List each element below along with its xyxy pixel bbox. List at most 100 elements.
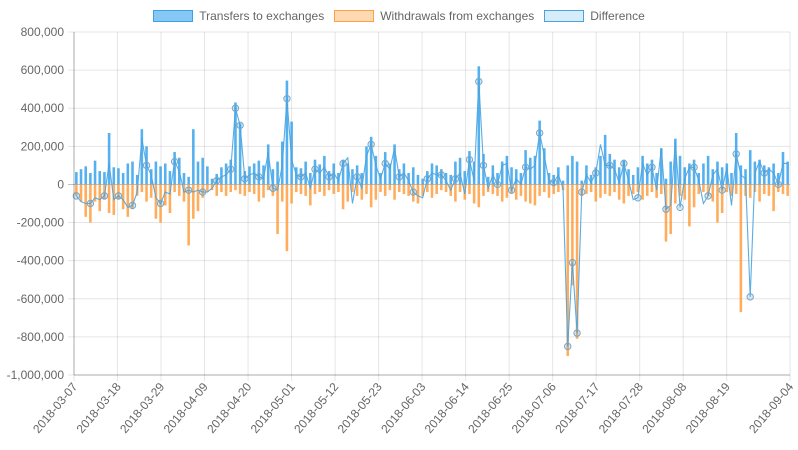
difference-point [578, 188, 586, 196]
bar-transfer [730, 173, 733, 185]
bar-transfer [608, 153, 612, 185]
bar-withdrawal [720, 184, 724, 214]
bar-withdrawal [435, 184, 438, 194]
difference-point [142, 161, 151, 170]
bar-withdrawal [777, 184, 780, 193]
bar-withdrawal [337, 184, 340, 193]
difference-point [227, 165, 235, 173]
bar-transfer [781, 152, 785, 185]
bar-withdrawal [285, 184, 289, 252]
difference-point [535, 129, 544, 137]
difference-point [325, 173, 333, 181]
difference-point [690, 163, 698, 171]
bar-withdrawal [650, 184, 654, 193]
legend-item-transfers[interactable]: Transfers to exchanges [153, 6, 324, 26]
bar-transfer [444, 173, 448, 185]
difference-point [231, 104, 240, 112]
bars-layer [75, 66, 789, 356]
legend-swatch-difference [544, 10, 585, 22]
bar-withdrawal [295, 184, 298, 193]
line-layer [72, 77, 788, 351]
bar-withdrawal [309, 184, 312, 206]
bar-withdrawal [599, 184, 602, 198]
difference-point [507, 186, 516, 194]
bar-withdrawal [206, 184, 209, 193]
bar-withdrawal [524, 184, 527, 202]
bar-transfer [276, 161, 279, 185]
bar-withdrawal [702, 184, 705, 193]
bar-transfer [224, 163, 228, 185]
bar-transfer [93, 160, 97, 185]
bar-withdrawal [163, 184, 167, 206]
bar-withdrawal [131, 184, 134, 210]
bar-transfer [341, 159, 345, 185]
difference-point [409, 188, 417, 196]
bar-transfer [252, 163, 256, 185]
bar-withdrawal [753, 184, 757, 193]
difference-point [241, 175, 249, 183]
bar-withdrawal [299, 184, 303, 194]
bar-transfer [664, 178, 668, 185]
bar-withdrawal [786, 184, 789, 196]
bar-withdrawal [388, 184, 392, 191]
bar-withdrawal [280, 184, 284, 202]
y-tick-label: 600,000 [21, 63, 65, 77]
legend-swatch-transfers [153, 10, 194, 22]
bar-transfer [131, 161, 134, 185]
bar-transfer [168, 171, 172, 185]
bar-transfer [360, 173, 364, 185]
bar-withdrawal [98, 184, 102, 212]
bar-withdrawal [440, 184, 443, 191]
bar-withdrawal [608, 184, 612, 196]
bar-transfer [655, 173, 658, 185]
difference-point [437, 171, 446, 179]
bar-transfer [650, 159, 654, 185]
difference-point [521, 163, 530, 171]
bar-withdrawal [318, 184, 321, 193]
bar-transfer [107, 132, 111, 185]
bar-transfer [706, 155, 710, 185]
bar-withdrawal [543, 184, 546, 193]
bar-withdrawal [257, 184, 261, 202]
bar-transfer [234, 102, 237, 185]
difference-point [269, 184, 277, 192]
bar-withdrawal [332, 184, 336, 194]
bar-withdrawal [674, 184, 677, 204]
bar-transfer [163, 163, 167, 185]
bar-withdrawal [664, 184, 668, 242]
bar-withdrawal [706, 184, 710, 196]
bar-transfer [500, 161, 504, 185]
bar-transfer [84, 166, 87, 185]
bar-transfer [215, 173, 219, 185]
bar-withdrawal [271, 184, 275, 196]
bar-withdrawal [187, 184, 190, 246]
bar-transfer [309, 173, 312, 185]
bar-withdrawal [533, 184, 537, 206]
bar-withdrawal [519, 184, 523, 196]
bar-transfer [393, 144, 396, 185]
bar-withdrawal [262, 184, 265, 198]
bar-transfer [369, 136, 373, 185]
bar-withdrawal [421, 184, 424, 196]
bar-withdrawal [379, 184, 382, 193]
legend-item-withdrawals[interactable]: Withdrawals from exchanges [334, 6, 534, 26]
bar-transfer [510, 167, 513, 185]
bar-transfer [468, 151, 471, 185]
bar-transfer [683, 167, 686, 185]
bar-transfer [454, 161, 457, 185]
bar-withdrawal [196, 184, 200, 212]
bar-transfer [566, 165, 569, 185]
bar-withdrawal [594, 184, 598, 202]
bar-withdrawal [192, 184, 195, 219]
bar-withdrawal [149, 184, 153, 198]
legend-item-difference[interactable]: Difference [544, 6, 645, 26]
difference-point [774, 180, 783, 189]
bar-withdrawal [93, 184, 97, 202]
difference-point [573, 329, 581, 337]
bar-transfer [210, 178, 214, 185]
bar-transfer [720, 167, 724, 185]
bar-withdrawal [669, 184, 672, 234]
bar-transfer [173, 152, 176, 185]
bar-withdrawal [762, 184, 766, 194]
